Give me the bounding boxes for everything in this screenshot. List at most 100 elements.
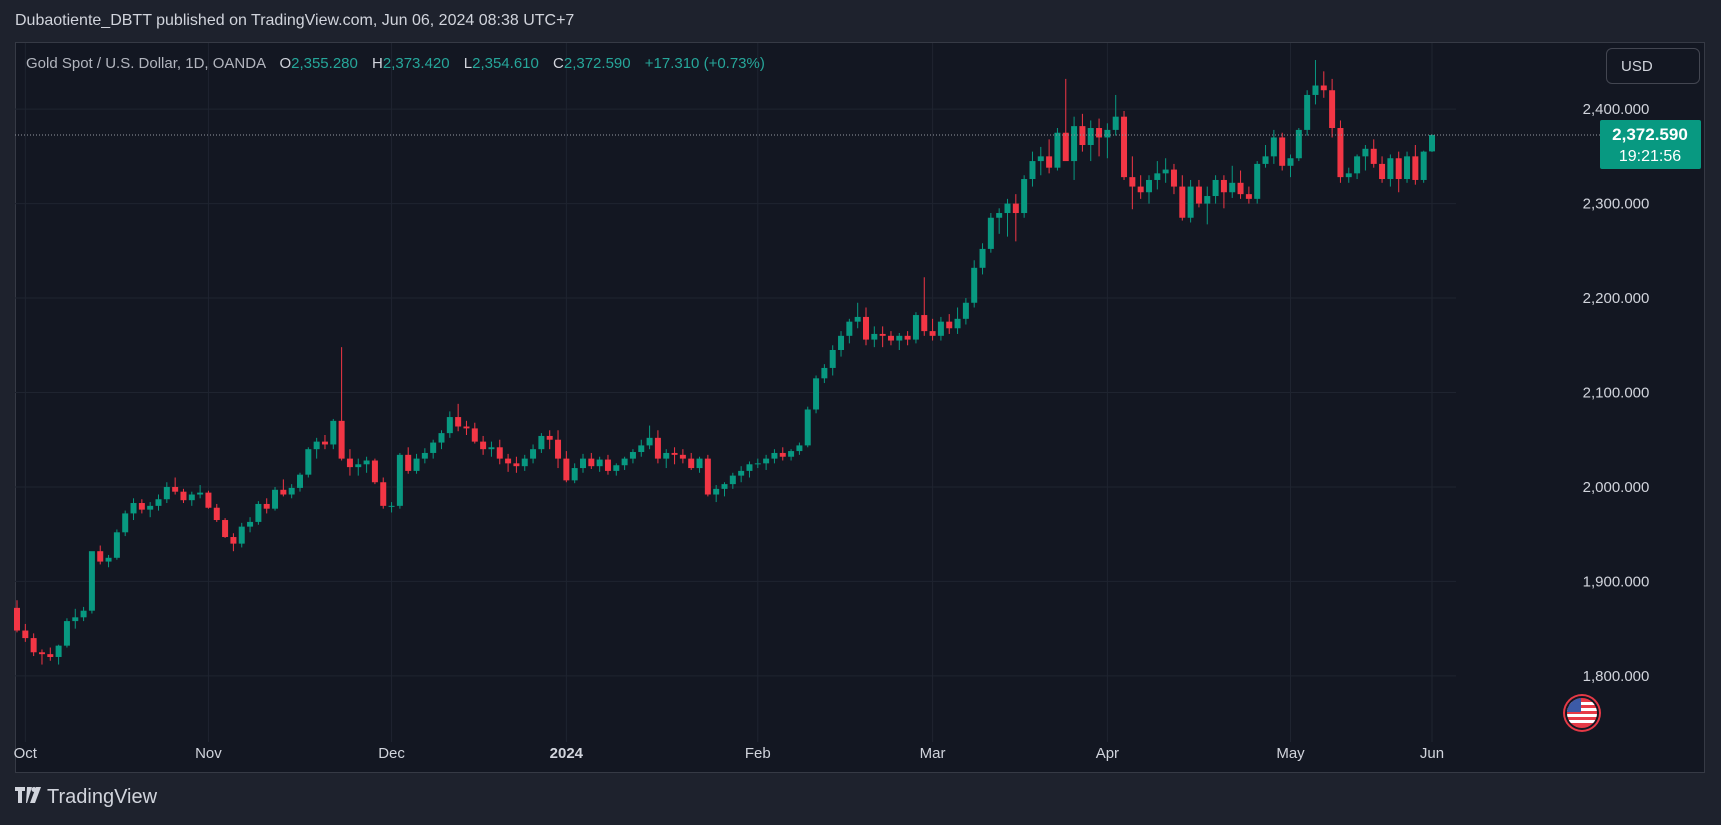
candle-body <box>1012 203 1019 214</box>
candle-body <box>804 409 811 446</box>
candle-body <box>513 463 520 467</box>
candle-body <box>113 532 120 558</box>
candle-body <box>463 426 470 429</box>
candle-body <box>421 452 428 459</box>
candle-body <box>671 452 678 455</box>
open-label: O <box>279 55 292 72</box>
candle-body <box>180 491 187 501</box>
candle-body <box>638 445 645 453</box>
candle-body <box>1312 85 1319 95</box>
x-tick-label: Oct <box>14 745 38 762</box>
y-tick-label: 2,200.000 <box>1583 290 1650 307</box>
candle-body <box>629 452 636 459</box>
y-tick-label: 2,300.000 <box>1583 196 1650 213</box>
candle-body <box>363 460 370 465</box>
candle-body <box>438 433 445 443</box>
candle-body <box>1254 163 1261 199</box>
candle-body <box>962 302 969 319</box>
candle-body <box>1046 156 1053 168</box>
candle-body <box>413 458 420 471</box>
x-tick-label: May <box>1276 745 1305 762</box>
x-tick-label: Mar <box>920 745 946 762</box>
candle-body <box>446 417 453 434</box>
candle-body <box>1429 135 1435 152</box>
candle-body <box>946 321 953 329</box>
candle-body <box>613 465 620 471</box>
y-tick-label: 2,100.000 <box>1583 385 1650 402</box>
candle-body <box>838 335 845 350</box>
candle-body <box>1379 163 1386 180</box>
open-value: 2,355.280 <box>291 55 358 72</box>
candle-body <box>696 458 703 469</box>
candle-body <box>1262 156 1269 164</box>
candle-body <box>288 487 295 495</box>
candle-body <box>1395 158 1402 180</box>
candle-body <box>954 318 961 329</box>
change-value: +17.310 (+0.73%) <box>644 55 765 72</box>
candle-body <box>704 458 711 495</box>
candle-body <box>1071 126 1078 162</box>
candle-body <box>580 458 586 469</box>
price-tag <box>1600 120 1701 170</box>
candle-body <box>1387 158 1394 180</box>
candle-body <box>646 437 653 446</box>
candle-body <box>97 551 104 562</box>
candle-body <box>979 248 986 268</box>
candle-body <box>863 316 869 340</box>
candle-body <box>1121 116 1128 178</box>
candle-body <box>854 316 861 322</box>
candle-body <box>921 315 928 332</box>
candle-body <box>1096 128 1103 138</box>
candle-body <box>263 503 270 509</box>
candle-body <box>738 470 745 476</box>
candle-body <box>754 463 761 465</box>
candle-body <box>488 447 495 450</box>
candle-body <box>821 367 828 379</box>
candle-body <box>654 437 661 459</box>
candle-body <box>729 475 736 485</box>
y-tick-label: 1,900.000 <box>1583 573 1650 590</box>
candle-body <box>1179 186 1186 218</box>
candle-body <box>330 420 337 445</box>
candle-body <box>72 617 79 622</box>
candle-body <box>147 505 154 510</box>
candle-body <box>505 458 512 464</box>
candle-body <box>1220 179 1227 193</box>
candle-body <box>1304 94 1311 130</box>
y-tick-label: 2,000.000 <box>1583 479 1650 496</box>
x-tick-label: Jun <box>1420 745 1444 762</box>
candle-body <box>430 442 437 453</box>
candle-body <box>122 513 129 533</box>
close-label: C <box>553 55 564 72</box>
candle-body <box>88 551 95 611</box>
symbol-label[interactable]: Gold Spot / U.S. Dollar, 1D, OANDA <box>26 55 266 72</box>
candle-body <box>829 349 836 368</box>
candle-body <box>130 503 137 514</box>
candle-body <box>55 645 62 657</box>
candle-body <box>663 452 670 459</box>
candle-body <box>1320 85 1327 91</box>
high-label: H <box>372 55 383 72</box>
candle-body <box>172 486 179 492</box>
candle-body <box>471 428 478 442</box>
candle-body <box>305 449 312 475</box>
candle-body <box>1354 156 1361 174</box>
candle-body <box>1054 132 1061 168</box>
candle-body <box>621 458 628 466</box>
candle-body <box>912 315 919 340</box>
candle-body <box>155 499 162 506</box>
candle-body <box>1129 177 1136 187</box>
candle-body <box>272 489 279 509</box>
us-flag-icon[interactable] <box>1565 696 1599 730</box>
x-tick-label: Apr <box>1096 745 1119 762</box>
candle-body <box>63 621 70 646</box>
y-tick-label: 2,400.000 <box>1583 101 1650 118</box>
candle-body <box>222 520 229 538</box>
currency-button[interactable]: USD <box>1606 48 1700 84</box>
candle-body <box>1229 182 1236 193</box>
footer-brand[interactable]: TradingView <box>15 786 157 809</box>
candle-body <box>571 468 578 481</box>
candle-body <box>779 452 786 457</box>
candle-body <box>138 503 145 510</box>
